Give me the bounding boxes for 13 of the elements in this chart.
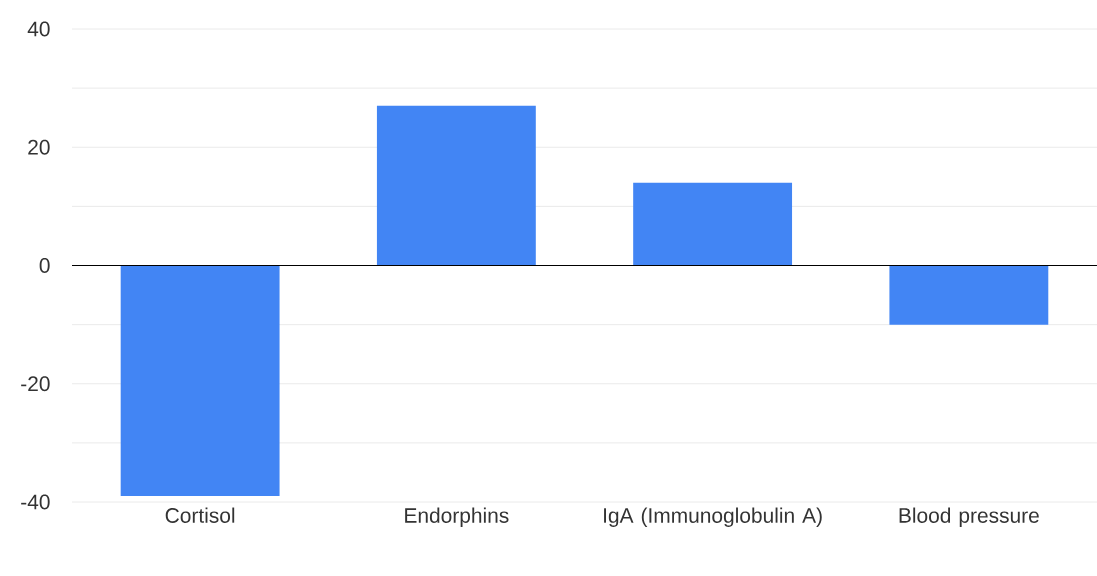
y-tick-label: -20 <box>21 376 50 392</box>
bar <box>376 105 536 266</box>
bar <box>889 265 1049 325</box>
x-tick-label: IgA (Immunoglobulin A) <box>604 507 822 528</box>
y-tick-label: 0 <box>39 258 50 273</box>
y-tick-label: 40 <box>27 21 50 37</box>
x-tick-label: Cortisol <box>165 507 235 523</box>
y-tick-label: -40 <box>21 494 50 510</box>
x-tick-label: Blood pressure <box>899 507 1039 528</box>
bar <box>120 265 280 497</box>
x-tick-label: Endorphins <box>405 507 509 528</box>
y-tick-label: 20 <box>28 139 50 155</box>
bar <box>633 182 793 266</box>
